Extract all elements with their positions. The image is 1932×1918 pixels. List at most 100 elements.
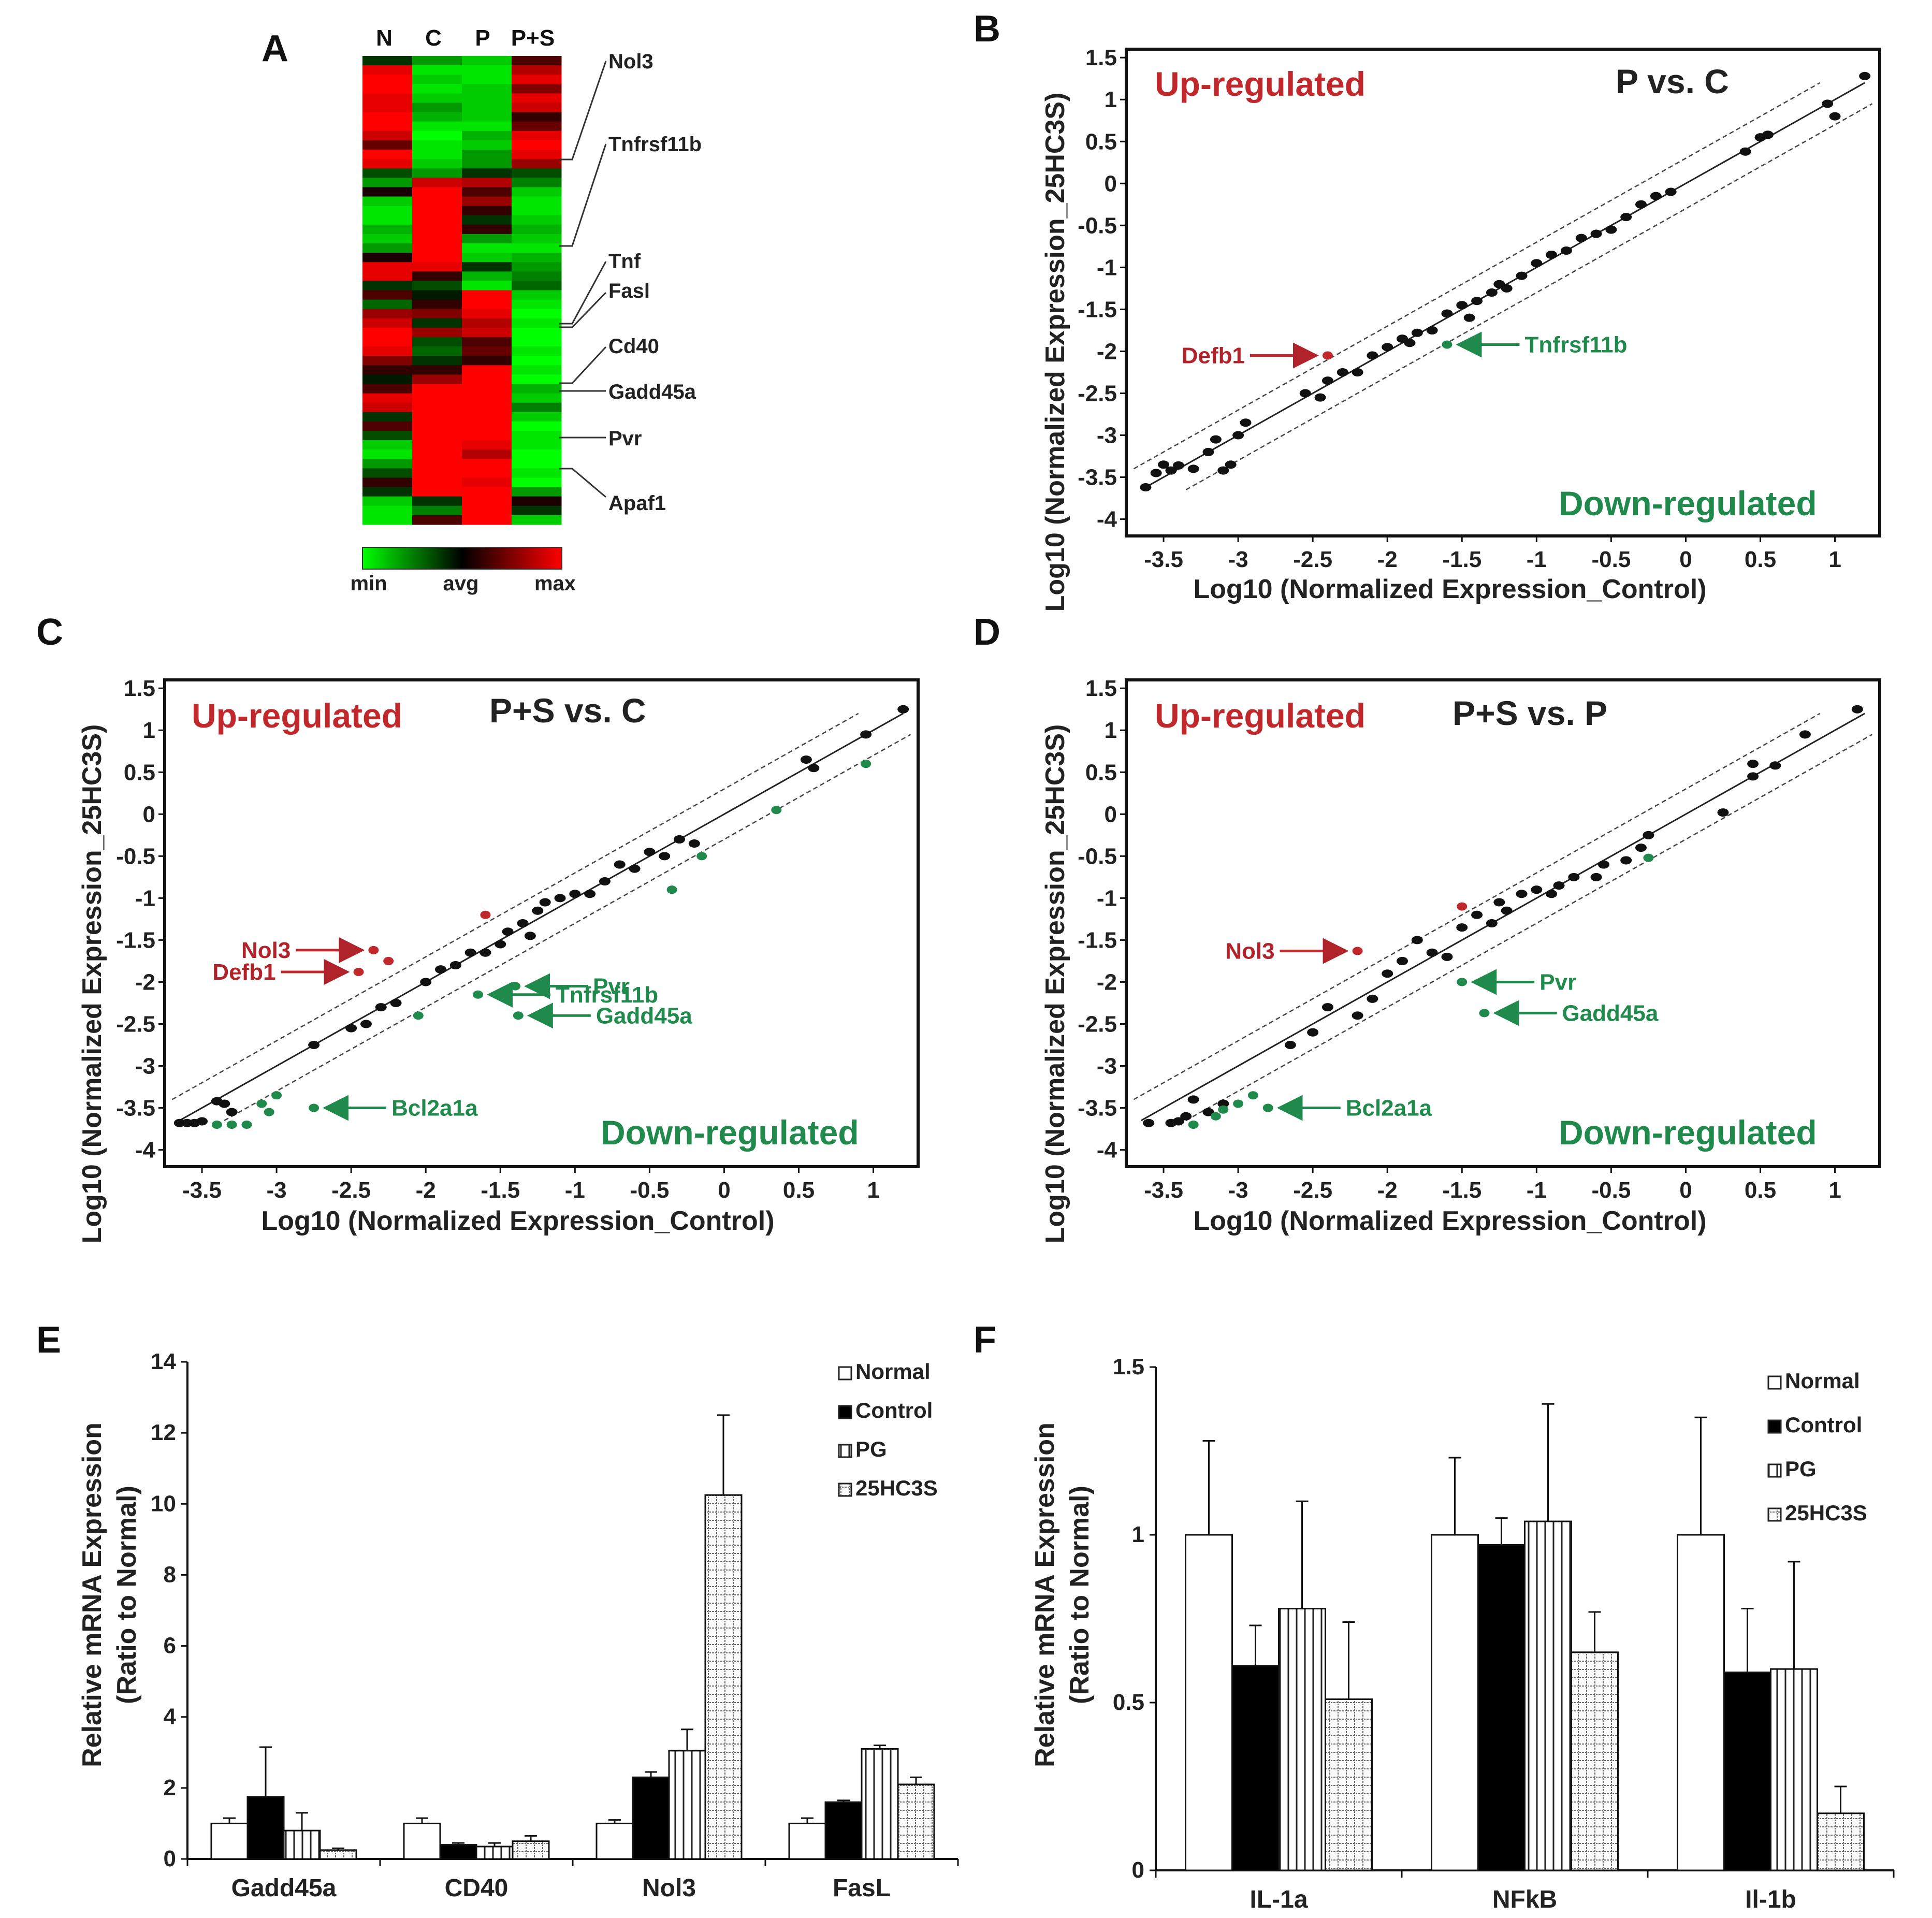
y-tick-label: 6 [164, 1633, 176, 1659]
data-point [1172, 461, 1184, 470]
x-tick-label: -0.5 [1591, 547, 1631, 572]
heatmap-cell [412, 234, 462, 244]
heatmap-cell [462, 224, 512, 235]
heatmap-cell [412, 75, 462, 84]
data-point [1404, 339, 1416, 347]
data-point [1620, 213, 1632, 222]
bar [1723, 1672, 1771, 1871]
scatter-plot-p-vs-c: 1.5 1 0.5 0 -0.5 -1 -1.5 -2 -2.5 -3 -3.5 -4 -3.5 -3 -2… [1078, 45, 1881, 572]
down-regulated-point [513, 1011, 524, 1020]
x-tick-label: 0.5 [1745, 547, 1776, 572]
data-point [1217, 466, 1229, 475]
data-point [1531, 885, 1543, 894]
heatmap-cell [412, 346, 462, 356]
heatmap-cell [512, 318, 562, 328]
data-point [1140, 483, 1152, 491]
heatmap-cell [512, 196, 562, 207]
heatmap-cell [462, 103, 512, 113]
bar [897, 1783, 935, 1860]
heatmap-cell [462, 402, 512, 413]
heatmap-cell [462, 206, 512, 216]
data-point [554, 894, 566, 903]
heatmap-cell [512, 56, 562, 66]
data-point [1441, 309, 1453, 318]
heatmap-cell [462, 196, 512, 207]
heatmap-cell [362, 103, 413, 113]
x-tick-label: -3 [1228, 1178, 1248, 1203]
up-regulated-point [1322, 351, 1333, 360]
data-point [1829, 112, 1841, 121]
heatmap-cell [412, 327, 462, 338]
heatmap-cell [362, 253, 413, 263]
heatmap-cell [462, 412, 512, 422]
heatmap-cell [412, 290, 462, 300]
bar [632, 1776, 670, 1860]
y-tick-label: 0 [1105, 171, 1117, 196]
heatmap-cell [512, 327, 562, 338]
legend-swatch [838, 1366, 852, 1381]
gene-label: Tnf [608, 250, 641, 273]
heatmap-cell [512, 346, 562, 356]
heatmap-cell [512, 356, 562, 366]
data-point [1202, 1108, 1214, 1116]
heatmap-cell [362, 515, 413, 525]
heatmap-cell [412, 140, 462, 150]
data-point [629, 864, 641, 873]
heatmap-cell [512, 337, 562, 347]
data-point [1620, 856, 1632, 865]
data-point [532, 906, 544, 915]
heatmap-cell [512, 121, 562, 132]
bar [788, 1822, 826, 1860]
heatmap-cell [412, 318, 462, 328]
y-tick-label: -2.5 [1078, 381, 1117, 406]
y-tick-label: 0 [1132, 1857, 1144, 1883]
heatmap-cell [362, 187, 413, 197]
heatmap-cell [462, 140, 512, 150]
heatmap-cell [462, 327, 512, 338]
data-point [1314, 393, 1326, 402]
bar [595, 1822, 634, 1860]
heatmap-cell [412, 412, 462, 422]
data-point [1516, 271, 1528, 280]
y-tick-label: -3.5 [1078, 465, 1117, 490]
leader-line [559, 61, 607, 161]
bar [1431, 1534, 1479, 1871]
heatmap-cell [462, 84, 512, 94]
data-point [1486, 919, 1498, 927]
heatmap-cell [362, 150, 413, 159]
heatmap-cell [362, 365, 413, 375]
heatmap-cell [512, 477, 562, 488]
heatmap-cell [412, 93, 462, 104]
scatter-c-x-title: Log10 (Normalized Expression_Control) [261, 1206, 774, 1236]
heatmap-cell [512, 402, 562, 413]
heatmap-cell [412, 271, 462, 281]
heatmap-cell [462, 130, 512, 141]
heatmap-cell [512, 431, 562, 441]
data-point [1597, 860, 1609, 869]
heatmap-cell [512, 421, 562, 431]
heatmap-cell [412, 299, 462, 310]
panel-label-d: D [974, 612, 1000, 653]
data-point [800, 755, 812, 764]
x-tick-label: -1 [565, 1178, 585, 1203]
data-point [1143, 1118, 1155, 1127]
bar [824, 1801, 863, 1860]
data-point [1172, 1117, 1184, 1126]
heatmap-cell [462, 318, 512, 328]
heatmap-cell [462, 187, 512, 197]
data-point [1650, 192, 1662, 200]
y-tick-label: 1.5 [1113, 1354, 1144, 1379]
y-tick-label: -3 [135, 1054, 155, 1079]
heatmap-cell [512, 290, 562, 300]
y-tick-label: 0 [143, 802, 155, 827]
data-point [1799, 730, 1811, 739]
heatmap-col-header: P+S [511, 25, 555, 51]
data-point [1471, 297, 1483, 306]
heatmap-cell [362, 384, 413, 394]
x-tick-label: 0.5 [783, 1178, 815, 1203]
data-point [1337, 368, 1348, 376]
heatmap-cell [412, 431, 462, 441]
x-tick-label: -2 [416, 1178, 436, 1203]
heatmap-cell [412, 178, 462, 187]
heatmap-cell [512, 187, 562, 197]
